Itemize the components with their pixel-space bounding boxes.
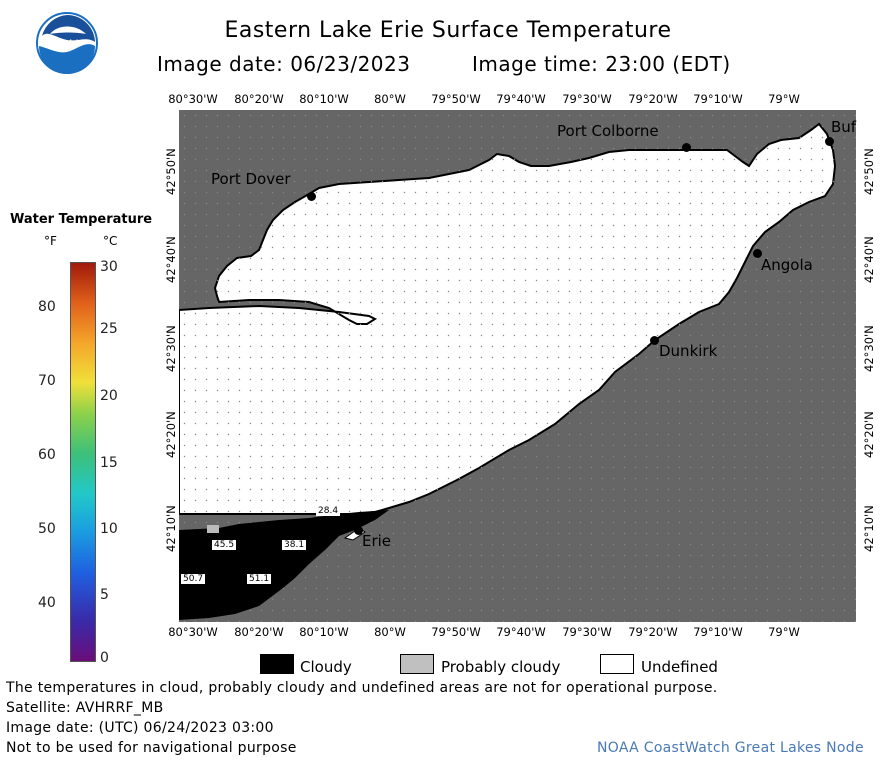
port-colborne-marker [682, 143, 691, 152]
cloud-value-5: 51.1 [247, 574, 272, 584]
lat-right-4240: 42°40'N [862, 236, 876, 283]
lat-right-4210: 42°10'N [862, 505, 876, 552]
lon-top-8020: 80°20'W [234, 92, 284, 106]
footer-nav-warning: Not to be used for navigational purpose [6, 740, 297, 756]
f-tick-60: 60 [38, 447, 56, 463]
lon-bot-7940: 79°40'W [496, 625, 546, 639]
lat-left-4220: 42°20'N [164, 411, 178, 458]
lat-left-4240: 42°40'N [164, 236, 178, 283]
map-frame: Port Dover Port Colborne Buf Angola Dunk… [179, 110, 856, 622]
lon-top-7920: 79°20'W [628, 92, 678, 106]
cloud-value-3: 38.1 [282, 540, 307, 550]
colorbar [70, 262, 96, 662]
lon-top-80: 80°W [374, 92, 406, 106]
lon-bot-7910: 79°10'W [693, 625, 743, 639]
lon-top-8030: 80°30'W [168, 92, 218, 106]
c-tick-5: 5 [100, 587, 109, 603]
f-tick-50: 50 [38, 521, 56, 537]
city-port-dover: Port Dover [211, 170, 291, 188]
angola-marker [753, 249, 762, 258]
legend-undefined-swatch [600, 654, 634, 674]
cloud-region [179, 510, 389, 620]
f-tick-80: 80 [38, 299, 56, 315]
footer-disclaimer: The temperatures in cloud, probably clou… [6, 680, 718, 696]
c-tick-20: 20 [100, 388, 118, 404]
lat-left-4230: 42°30'N [164, 325, 178, 372]
lon-top-8010: 80°10'W [299, 92, 349, 106]
cloud-value-4: 50.7 [181, 574, 206, 584]
city-port-colborne: Port Colborne [557, 122, 659, 140]
legend-cloudy-swatch [260, 654, 294, 674]
legend-cloudy-label: Cloudy [300, 658, 352, 676]
lat-right-4230: 42°30'N [862, 325, 876, 372]
lat-right-4220: 42°20'N [862, 411, 876, 458]
c-tick-0: 0 [100, 650, 109, 666]
erie-marker [354, 526, 363, 535]
lon-top-7930: 79°30'W [562, 92, 612, 106]
f-tick-70: 70 [38, 373, 56, 389]
colorbar-title: Water Temperature [10, 212, 153, 227]
lon-bot-7930: 79°30'W [562, 625, 612, 639]
footer-satellite: Satellite: AVHRRF_MB [6, 700, 164, 716]
noaa-logo: NOAA [36, 12, 98, 74]
lat-right-4250: 42°50'N [862, 148, 876, 195]
lat-left-4250: 42°50'N [164, 148, 178, 195]
page-title: Eastern Lake Erie Surface Temperature [224, 18, 672, 43]
legend-probably-cloudy-label: Probably cloudy [441, 658, 561, 676]
city-erie: Erie [362, 532, 392, 550]
footer-utc-date: Image date: (UTC) 06/24/2023 03:00 [6, 720, 274, 736]
cloud-value-1: 28.4 [316, 506, 341, 516]
lon-bot-7950: 79°50'W [431, 625, 481, 639]
city-angola: Angola [761, 256, 813, 274]
probably-cloudy-patch [207, 525, 219, 533]
lon-top-79: 79°W [768, 92, 800, 106]
port-dover-marker [307, 192, 316, 201]
lon-bot-80: 80°W [374, 625, 406, 639]
lon-bot-8010: 80°10'W [299, 625, 349, 639]
city-buffalo: Buf [831, 118, 857, 136]
c-tick-15: 15 [100, 455, 118, 471]
image-date: Image date: 06/23/2023 [157, 52, 411, 76]
c-tick-30: 30 [100, 259, 118, 275]
legend-probably-cloudy-swatch [400, 654, 434, 674]
image-time: Image time: 23:00 (EDT) [472, 52, 731, 76]
c-tick-10: 10 [100, 521, 118, 537]
lon-top-7940: 79°40'W [496, 92, 546, 106]
lon-top-7950: 79°50'W [431, 92, 481, 106]
buffalo-marker [825, 137, 834, 146]
dunkirk-marker [650, 336, 659, 345]
cloud-value-2: 45.5 [212, 540, 237, 550]
lon-bot-8030: 80°30'W [168, 625, 218, 639]
c-tick-25: 25 [100, 321, 118, 337]
city-dunkirk: Dunkirk [659, 342, 718, 360]
footer-credit: NOAA CoastWatch Great Lakes Node [597, 740, 864, 756]
lon-bot-7920: 79°20'W [628, 625, 678, 639]
f-tick-40: 40 [38, 595, 56, 611]
lon-bot-79: 79°W [768, 625, 800, 639]
legend-undefined-label: Undefined [641, 658, 718, 676]
colorbar-unit-f: °F [44, 234, 57, 248]
lat-left-4210: 42°10'N [164, 505, 178, 552]
lon-bot-8020: 80°20'W [234, 625, 284, 639]
logo-text: NOAA [54, 39, 81, 49]
lon-top-7910: 79°10'W [693, 92, 743, 106]
colorbar-unit-c: °C [103, 234, 118, 248]
